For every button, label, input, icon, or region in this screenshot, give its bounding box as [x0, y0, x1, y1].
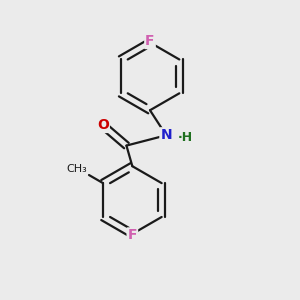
- Text: F: F: [145, 34, 155, 48]
- Text: CH₃: CH₃: [67, 164, 88, 174]
- Text: F: F: [128, 228, 137, 242]
- Text: N: N: [160, 128, 172, 142]
- Text: O: O: [97, 118, 109, 132]
- Text: ·H: ·H: [177, 131, 193, 144]
